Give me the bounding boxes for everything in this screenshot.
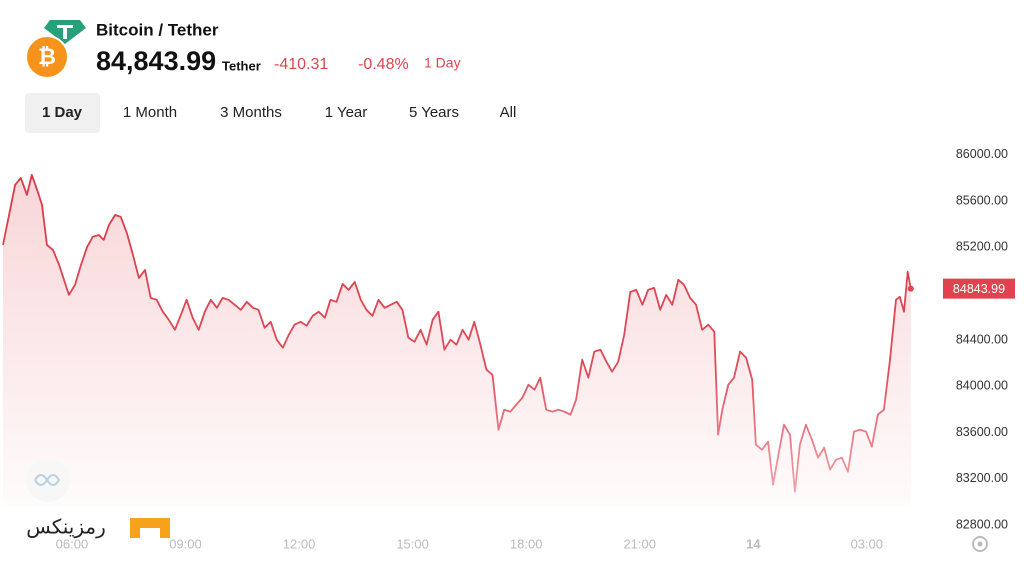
period: 1 Day <box>424 55 461 71</box>
last-price-label: 84843.99 <box>953 282 1005 296</box>
x-tick-label: 14 <box>746 536 761 551</box>
last-price-box <box>943 278 1015 299</box>
y-tick-label: 85600.00 <box>956 193 1008 207</box>
y-tick-label: 86000.00 <box>956 147 1008 161</box>
price-line <box>2 174 912 493</box>
y-tick-label: 83600.00 <box>956 425 1008 439</box>
tab[interactable]: 5 Years <box>409 104 459 121</box>
x-tick-label: 15:00 <box>396 536 429 551</box>
x-tick-label: 21:00 <box>623 536 656 551</box>
y-tick-label: 85200.00 <box>956 240 1008 254</box>
price: 84,843.99 <box>96 46 216 76</box>
tab[interactable]: 1 Month <box>123 104 177 121</box>
tab[interactable]: All <box>500 104 517 121</box>
area <box>3 174 911 505</box>
x-tick-label: 18:00 <box>510 536 543 551</box>
watermark-text: رمزینکس <box>26 516 106 538</box>
y-tick-label: 84400.00 <box>956 332 1008 346</box>
x-tick-label: 03:00 <box>851 536 884 551</box>
y-tick-label: 83200.00 <box>956 471 1008 485</box>
tab[interactable]: 1 Year <box>325 104 368 121</box>
change: -410.31 <box>274 56 328 73</box>
x-tick-label: 06:00 <box>56 536 89 551</box>
svg-text:₿: ₿ <box>38 44 56 69</box>
bitcoin-icon: ₿ <box>25 35 69 79</box>
pair-title: Bitcoin / Tether <box>96 20 219 39</box>
plot: 82800.00 83200.00 83600.00 84000.00 84400.00… <box>2 147 1015 551</box>
tab-selected-bg <box>25 93 100 133</box>
watermark: رمزینکس <box>26 458 170 538</box>
unit: Tether <box>222 58 261 73</box>
last-point <box>907 285 914 292</box>
change-percent: -0.48% <box>358 56 409 73</box>
x-tick-label: 09:00 <box>169 536 202 551</box>
x-tick-label: 12:00 <box>283 536 316 551</box>
y-tick-label: 82800.00 <box>956 517 1008 531</box>
tab[interactable]: 3 Months <box>220 104 282 121</box>
tether-icon <box>44 20 86 44</box>
tab[interactable]: 1 Day <box>42 104 83 121</box>
y-tick-label: 84000.00 <box>956 379 1008 393</box>
settings-icon[interactable] <box>972 536 988 552</box>
